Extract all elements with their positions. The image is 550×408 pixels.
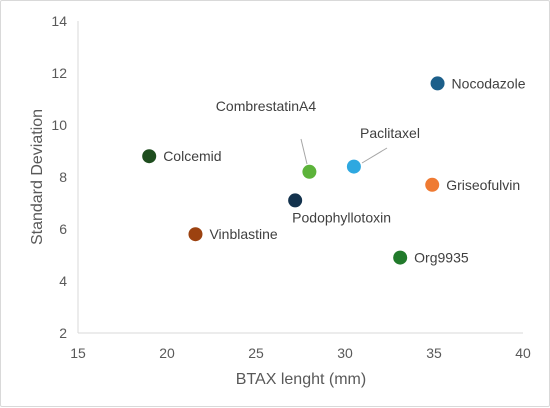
x-tick-label: 15 (70, 345, 86, 361)
x-tick-label: 20 (159, 345, 175, 361)
leader-lines (300, 138, 388, 165)
leader-line (300, 138, 308, 165)
data-label: Paclitaxel (360, 125, 420, 141)
y-tick-label: 12 (51, 65, 67, 81)
y-tick-label: 4 (59, 273, 67, 289)
x-tick-label: 35 (426, 345, 442, 361)
data-label: Org9935 (414, 250, 469, 266)
data-label: Colcemid (163, 148, 221, 164)
data-points (142, 76, 445, 265)
y-tick-label: 10 (51, 117, 67, 133)
y-tick-label: 14 (51, 13, 67, 29)
data-label: Podophyllotoxin (292, 209, 391, 225)
x-tick-label: 25 (248, 345, 264, 361)
x-axis-title: BTAX lenght (mm) (236, 371, 366, 388)
data-labels: Colcemid Vinblastine CombrestatinA4 Podophy… (163, 75, 526, 265)
y-tick-label: 2 (59, 325, 67, 341)
y-axis-title: Standard Deviation (29, 109, 46, 245)
x-tick-label: 40 (515, 345, 531, 361)
data-label: CombrestatinA4 (216, 98, 317, 114)
data-label: Vinblastine (209, 226, 277, 242)
x-tick-label: 30 (337, 345, 353, 361)
data-point-combrestatina4 (302, 164, 317, 179)
data-point-colcemid (142, 149, 157, 164)
data-label: Nocodazole (452, 75, 526, 91)
data-label: Griseofulvin (446, 177, 520, 193)
y-tick-label: 6 (59, 221, 67, 237)
data-point-nocodazole (430, 76, 445, 91)
data-point-vinblastine (188, 227, 203, 242)
data-point-org9935 (393, 250, 408, 265)
data-point-griseofulvin (425, 177, 440, 192)
data-point-podophyllotoxin (288, 193, 303, 208)
axis-layer: 15 20 25 30 35 40 2 4 6 8 10 12 14 (51, 13, 531, 361)
y-tick-label: 8 (59, 169, 67, 185)
data-point-paclitaxel (346, 159, 361, 174)
leader-line (361, 147, 388, 164)
